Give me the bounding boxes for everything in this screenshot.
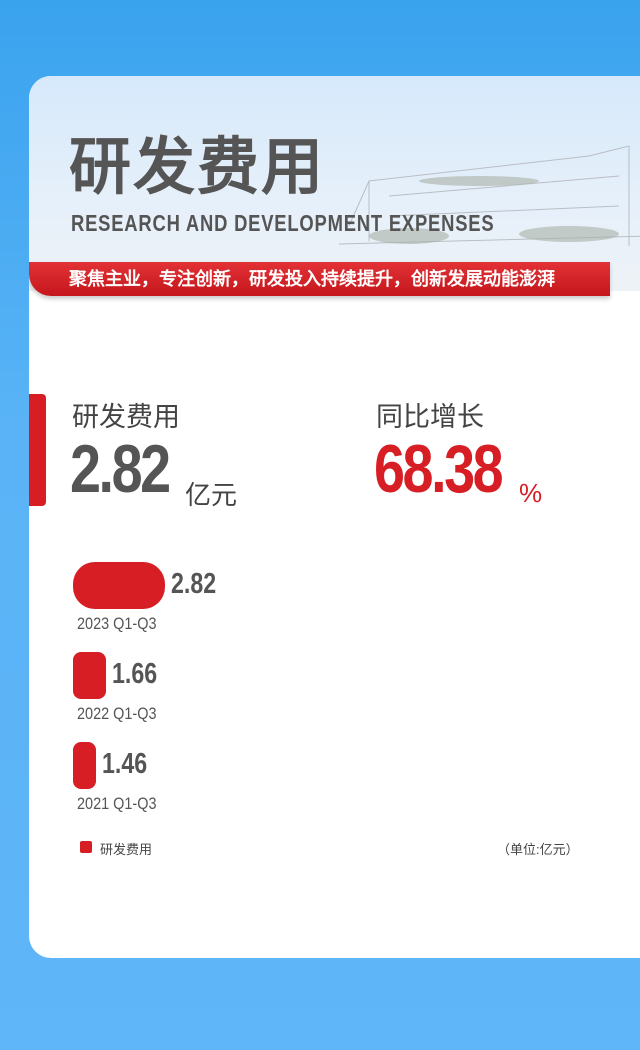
page-subtitle: RESEARCH AND DEVELOPMENT EXPENSES (71, 210, 495, 236)
yoy-growth-value: 68.38 (374, 431, 504, 507)
legend-label: 研发费用 (100, 842, 153, 857)
yoy-growth-unit: % (519, 478, 543, 508)
accent-marker (29, 394, 46, 506)
page-title: 研发费用 (69, 130, 326, 203)
rd-expense-unit: 亿元 (185, 480, 238, 510)
infographic-card: 研发费用 RESEARCH AND DEVELOPMENT EXPENSES 聚… (29, 76, 640, 958)
building-illustration (338, 145, 640, 246)
category-label: 2021 Q1-Q3 (77, 794, 157, 813)
bar (73, 652, 107, 699)
unit-note: （单位:亿元） (497, 842, 579, 857)
category-label: 2023 Q1-Q3 (77, 614, 157, 633)
category-label: 2022 Q1-Q3 (77, 704, 157, 723)
data-label: 1.66 (112, 658, 158, 690)
data-label: 2.82 (171, 568, 217, 600)
yoy-growth-label: 同比增长 (376, 402, 484, 432)
legend-swatch (80, 841, 92, 853)
slogan-banner: 聚焦主业，专注创新，研发投入持续提升，创新发展动能澎湃 (29, 262, 610, 296)
bar (73, 742, 97, 789)
rd-expense-label: 研发费用 (72, 402, 180, 432)
bar (73, 562, 166, 609)
hero-header: 研发费用 RESEARCH AND DEVELOPMENT EXPENSES (29, 76, 640, 291)
rd-expense-value: 2.82 (70, 431, 171, 507)
data-label: 1.46 (102, 748, 148, 780)
